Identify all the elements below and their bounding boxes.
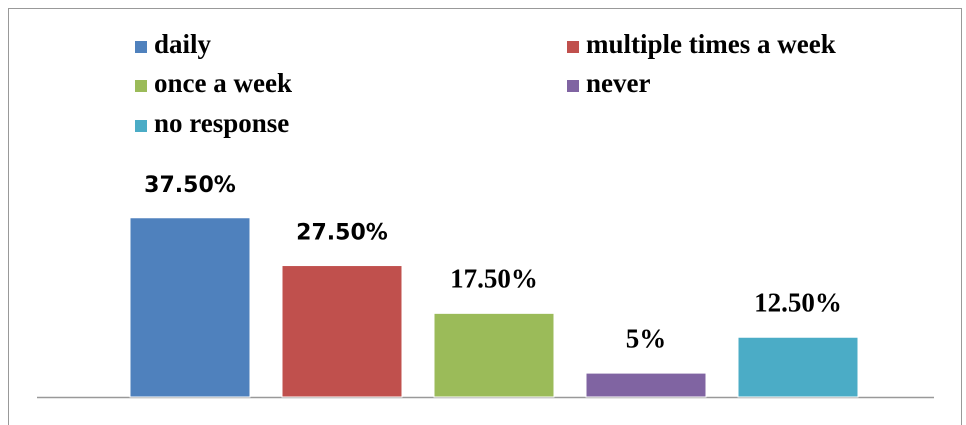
legend-label: daily	[154, 29, 212, 59]
legend-swatch	[567, 41, 579, 53]
legend-swatch	[135, 80, 147, 92]
legend-label: once a week	[154, 68, 292, 98]
legend-swatch	[135, 120, 147, 132]
legend-label: never	[586, 68, 650, 98]
chart-frame	[8, 8, 962, 425]
legend-swatch	[567, 80, 579, 92]
legend-swatch	[135, 41, 147, 53]
data-label: 5%	[626, 323, 667, 353]
legend-label: multiple times a week	[586, 29, 836, 59]
bar	[129, 217, 251, 398]
legend-label: no response	[154, 108, 289, 138]
bar	[433, 312, 555, 398]
data-label: 37.50%	[144, 173, 236, 198]
bar	[585, 372, 707, 398]
data-label: 12.50%	[754, 287, 842, 317]
data-label: 17.50%	[450, 264, 538, 294]
data-label: 27.50%	[296, 221, 388, 246]
bar	[737, 336, 859, 398]
bar	[281, 265, 403, 398]
